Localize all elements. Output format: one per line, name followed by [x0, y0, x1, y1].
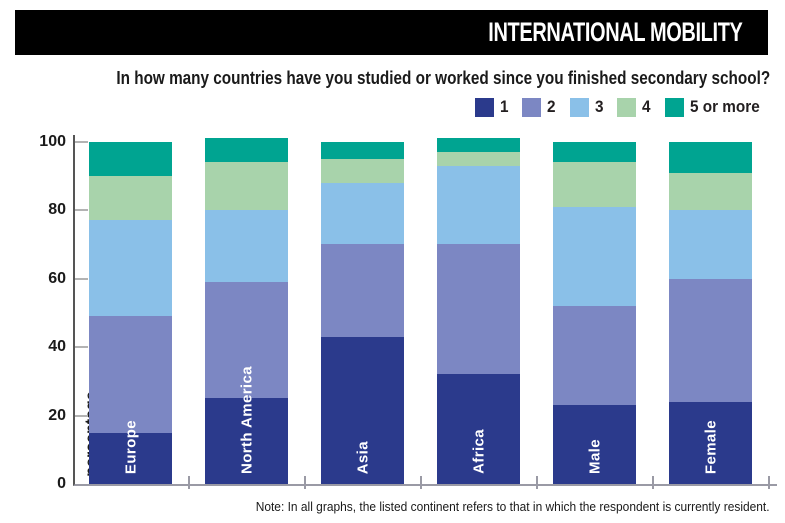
legend-swatch-icon [474, 97, 494, 117]
y-tick-line [75, 277, 88, 280]
bar-male: Male [553, 141, 636, 484]
legend-swatch-icon [569, 97, 589, 117]
x-tick-line [303, 476, 306, 489]
bar-segment-3 [205, 210, 288, 283]
bar-segment-4 [553, 162, 636, 207]
bar-segment-5-or-more [205, 138, 288, 163]
legend-label: 1 [499, 97, 509, 116]
y-tick-line [75, 209, 88, 212]
y-tick-line [75, 346, 88, 349]
legend-swatch-icon [522, 97, 542, 117]
legend-label: 2 [547, 97, 556, 116]
bar-segment-2 [669, 278, 752, 402]
bar-segment-1 [205, 398, 288, 484]
bar-segment-3 [89, 220, 172, 317]
bar-segment-4 [321, 158, 404, 183]
bar-segment-1 [553, 405, 636, 484]
bar-north-america: North America [205, 138, 288, 484]
bar-segment-1 [437, 374, 520, 484]
bar-segment-5-or-more [321, 141, 404, 159]
bar-europe: Europe [89, 141, 172, 484]
bar-category-label: Male [586, 439, 603, 474]
y-tick-line [75, 414, 88, 417]
bar-segment-5-or-more [553, 141, 636, 163]
bar-segment-2 [89, 316, 172, 433]
bar-segment-3 [437, 165, 520, 245]
legend-label: 3 [594, 97, 604, 116]
bar-female: Female [669, 141, 752, 484]
header-bar: INTERNATIONAL MOBILITY [15, 10, 768, 55]
bar-segment-2 [437, 244, 520, 375]
legend-swatch-icon [617, 97, 637, 117]
bar-segment-4 [437, 152, 520, 166]
bar-segment-5-or-more [669, 141, 752, 173]
y-tick-line [75, 140, 88, 143]
y-tick-label: 40 [48, 338, 66, 356]
bar-category-label: Africa [470, 429, 487, 474]
x-tick-line [187, 476, 190, 489]
bar-segment-3 [553, 206, 636, 307]
bar-segment-1 [89, 432, 172, 484]
bar-segment-2 [205, 282, 288, 399]
legend-item-5: 5 or more [664, 97, 767, 117]
legend-label: 5 or more [689, 97, 760, 116]
bar-segment-4 [669, 172, 752, 211]
y-tick-label: 20 [48, 406, 66, 424]
bar-segment-2 [553, 306, 636, 406]
bar-category-label: Asia [354, 440, 371, 474]
page-title: INTERNATIONAL MOBILITY [487, 17, 743, 47]
legend-item-2: 2 [522, 97, 556, 117]
legend-swatch-icon [664, 97, 684, 117]
y-tick-label: 80 [48, 201, 66, 219]
legend-item-1: 1 [474, 97, 509, 117]
legend-item-4: 4 [617, 97, 651, 117]
bar-segment-2 [321, 244, 404, 337]
chart-legend: 1 2 3 4 5 or more [474, 97, 767, 117]
x-tick-line [419, 476, 422, 489]
x-tick-line [767, 476, 770, 489]
chart-question: In how many countries have you studied o… [116, 68, 770, 88]
legend-item-3: 3 [569, 97, 604, 117]
x-tick-line [651, 476, 654, 489]
bar-segment-3 [321, 182, 404, 245]
bar-africa: Africa [437, 138, 520, 484]
bar-asia: Asia [321, 141, 404, 484]
bar-category-label: North America [238, 365, 255, 474]
y-tick-label: 60 [48, 269, 66, 287]
bar-segment-1 [321, 336, 404, 484]
y-tick-label: 100 [39, 132, 66, 150]
bar-segment-5-or-more [437, 138, 520, 152]
legend-label: 4 [642, 97, 651, 116]
bar-segment-4 [205, 162, 288, 211]
bar-category-label: Female [702, 419, 719, 474]
y-tick-label: 0 [57, 475, 66, 492]
x-tick-line [535, 476, 538, 489]
footnote: Note: In all graphs, the listed continen… [256, 499, 770, 514]
bar-category-label: Europe [122, 419, 139, 474]
bar-segment-3 [669, 210, 752, 279]
bar-segment-1 [669, 401, 752, 484]
bar-segment-4 [89, 175, 172, 221]
bar-segment-5-or-more [89, 141, 172, 176]
